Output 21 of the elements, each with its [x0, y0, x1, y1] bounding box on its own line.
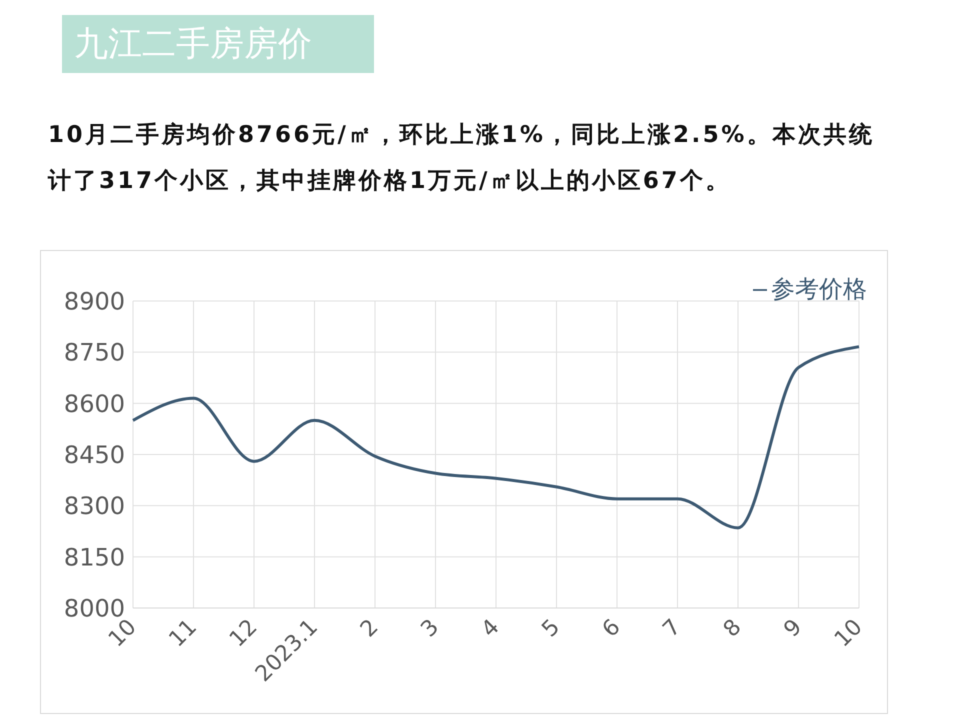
y-tick-label: 8750: [64, 338, 125, 367]
x-tick-label: 7: [658, 614, 686, 642]
legend-label: 参考价格: [771, 275, 867, 303]
x-tick-label: 8: [718, 614, 746, 642]
x-tick-label: 6: [598, 614, 626, 642]
y-tick-label: 8300: [64, 492, 125, 520]
y-tick-label: 8150: [64, 543, 125, 572]
x-tick-label: 12: [225, 614, 262, 652]
y-tick-label: 8900: [64, 288, 125, 316]
x-tick-label: 3: [416, 614, 444, 642]
x-tick-label: 10: [830, 614, 868, 652]
x-tick-label: 4: [476, 614, 504, 642]
x-tick-label: 9: [779, 614, 807, 642]
y-tick-label: 8600: [64, 390, 125, 418]
x-tick-label: 2: [356, 614, 384, 642]
line-series: [132, 345, 860, 530]
y-tick-label: 8450: [64, 441, 125, 470]
x-tick-label: 11: [164, 614, 202, 652]
chart-title: 九江二手房房价: [62, 15, 374, 73]
chart-subtitle: 10月二手房均价8766元/㎡，环比上涨1%，同比上涨2.5%。本次共统计了317个小区，其中挂牌价格1万元/㎡以上的小区67个。: [48, 121, 876, 196]
x-tick-label: 5: [537, 614, 565, 642]
